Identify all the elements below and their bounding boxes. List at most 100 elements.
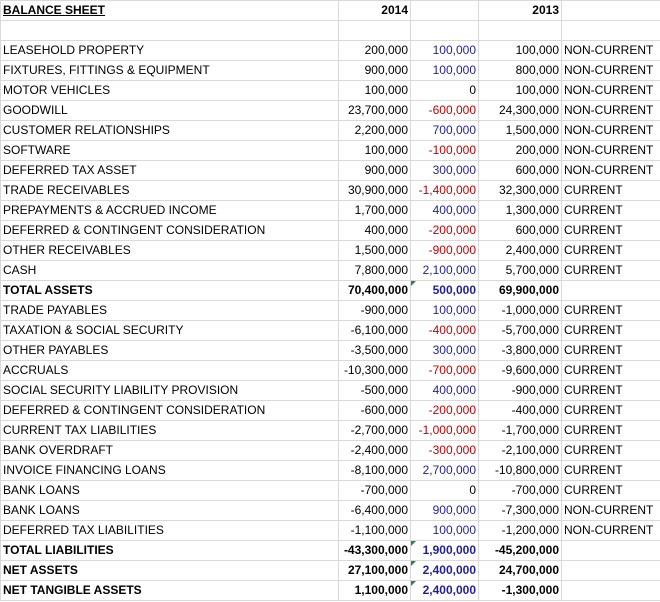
value-2014-cell[interactable]: -43,300,000 (338, 540, 411, 561)
classification-cell[interactable] (561, 580, 660, 601)
value-2014-cell[interactable]: 900,000 (338, 60, 411, 81)
value-2013-cell[interactable]: -9,600,000 (478, 360, 562, 381)
row-label-cell[interactable]: BANK LOANS (0, 500, 339, 521)
value-2014-cell[interactable]: 1,500,000 (338, 240, 411, 261)
classification-cell[interactable]: NON-CURRENT (561, 160, 660, 181)
change-cell[interactable]: 0 (410, 480, 479, 501)
row-label-cell[interactable]: MOTOR VEHICLES (0, 80, 339, 101)
row-label-cell[interactable]: FIXTURES, FITTINGS & EQUIPMENT (0, 60, 339, 81)
row-label-cell[interactable]: TOTAL LIABILITIES (0, 540, 339, 561)
change-cell[interactable]: 100,000 (410, 520, 479, 541)
value-2014-cell[interactable]: 27,100,000 (338, 560, 411, 581)
row-label-cell[interactable]: OTHER RECEIVABLES (0, 240, 339, 261)
row-label-cell[interactable]: BANK LOANS (0, 480, 339, 501)
change-cell[interactable]: 100,000 (410, 300, 479, 321)
value-2014-cell[interactable]: -6,400,000 (338, 500, 411, 521)
classification-cell[interactable]: NON-CURRENT (561, 100, 660, 121)
row-label-cell[interactable]: TRADE PAYABLES (0, 300, 339, 321)
empty-cell[interactable] (0, 20, 339, 41)
value-2013-cell[interactable]: 69,900,000 (478, 280, 562, 301)
row-label-cell[interactable]: TRADE RECEIVABLES (0, 180, 339, 201)
value-2013-cell[interactable]: 5,700,000 (478, 260, 562, 281)
empty-cell[interactable] (410, 20, 479, 41)
value-2014-cell[interactable]: 900,000 (338, 160, 411, 181)
change-cell[interactable]: -100,000 (410, 140, 479, 161)
value-2013-cell[interactable]: 32,300,000 (478, 180, 562, 201)
classification-cell[interactable]: NON-CURRENT (561, 40, 660, 61)
classification-cell[interactable]: CURRENT (561, 180, 660, 201)
value-2014-cell[interactable]: -1,100,000 (338, 520, 411, 541)
value-2013-cell[interactable]: 100,000 (478, 40, 562, 61)
value-2013-cell[interactable]: -45,200,000 (478, 540, 562, 561)
change-cell[interactable]: -700,000 (410, 360, 479, 381)
value-2014-cell[interactable]: -500,000 (338, 380, 411, 401)
value-2013-cell[interactable]: 200,000 (478, 140, 562, 161)
change-cell[interactable]: 300,000 (410, 340, 479, 361)
row-label-cell[interactable]: TOTAL ASSETS (0, 280, 339, 301)
row-label-cell[interactable]: OTHER PAYABLES (0, 340, 339, 361)
change-cell[interactable]: -300,000 (410, 440, 479, 461)
row-label-cell[interactable]: SOFTWARE (0, 140, 339, 161)
row-label-cell[interactable]: DEFERRED & CONTINGENT CONSIDERATION (0, 400, 339, 421)
row-label-cell[interactable]: TAXATION & SOCIAL SECURITY (0, 320, 339, 341)
change-cell[interactable]: -1,000,000 (410, 420, 479, 441)
classification-cell[interactable]: NON-CURRENT (561, 60, 660, 81)
value-2013-cell[interactable]: -1,300,000 (478, 580, 562, 601)
value-2014-cell[interactable]: 1,100,000 (338, 580, 411, 601)
row-label-cell[interactable]: CASH (0, 260, 339, 281)
value-2014-cell[interactable]: 70,400,000 (338, 280, 411, 301)
row-label-cell[interactable]: INVOICE FINANCING LOANS (0, 460, 339, 481)
classification-cell[interactable]: CURRENT (561, 480, 660, 501)
classification-cell[interactable] (561, 280, 660, 301)
value-2014-cell[interactable]: 7,800,000 (338, 260, 411, 281)
change-cell[interactable]: -200,000 (410, 220, 479, 241)
value-2013-cell[interactable]: -3,800,000 (478, 340, 562, 361)
row-label-cell[interactable]: PREPAYMENTS & ACCRUED INCOME (0, 200, 339, 221)
classification-cell[interactable]: CURRENT (561, 420, 660, 441)
value-2013-cell[interactable]: -5,700,000 (478, 320, 562, 341)
row-label-cell[interactable]: DEFERRED TAX LIABILITIES (0, 520, 339, 541)
change-cell[interactable]: 1,900,000 (410, 540, 479, 561)
row-label-cell[interactable]: SOCIAL SECURITY LIABILITY PROVISION (0, 380, 339, 401)
row-label-cell[interactable]: NET TANGIBLE ASSETS (0, 580, 339, 601)
change-cell[interactable]: 0 (410, 80, 479, 101)
row-label-cell[interactable]: CUSTOMER RELATIONSHIPS (0, 120, 339, 141)
classification-cell[interactable]: NON-CURRENT (561, 500, 660, 521)
value-2014-cell[interactable]: 100,000 (338, 140, 411, 161)
change-cell[interactable]: 400,000 (410, 380, 479, 401)
classification-cell[interactable]: CURRENT (561, 260, 660, 281)
classification-cell[interactable] (561, 560, 660, 581)
change-cell[interactable]: 2,100,000 (410, 260, 479, 281)
classification-cell[interactable]: CURRENT (561, 460, 660, 481)
value-2013-cell[interactable]: 2,400,000 (478, 240, 562, 261)
value-2014-cell[interactable]: 2,200,000 (338, 120, 411, 141)
value-2013-cell[interactable]: -7,300,000 (478, 500, 562, 521)
classification-cell[interactable]: CURRENT (561, 400, 660, 421)
classification-cell[interactable]: NON-CURRENT (561, 120, 660, 141)
classification-cell[interactable]: CURRENT (561, 300, 660, 321)
classification-cell[interactable]: CURRENT (561, 440, 660, 461)
value-2014-cell[interactable]: -2,700,000 (338, 420, 411, 441)
change-cell[interactable]: 2,400,000 (410, 580, 479, 601)
row-label-cell[interactable]: DEFERRED TAX ASSET (0, 160, 339, 181)
value-2014-cell[interactable]: 400,000 (338, 220, 411, 241)
empty-cell[interactable] (478, 20, 562, 41)
value-2014-cell[interactable]: 1,700,000 (338, 200, 411, 221)
value-2014-cell[interactable]: -6,100,000 (338, 320, 411, 341)
value-2014-cell[interactable]: 23,700,000 (338, 100, 411, 121)
value-2013-cell[interactable]: 100,000 (478, 80, 562, 101)
change-cell[interactable]: 700,000 (410, 120, 479, 141)
value-2014-cell[interactable]: -700,000 (338, 480, 411, 501)
classification-cell[interactable]: CURRENT (561, 220, 660, 241)
classification-cell[interactable]: CURRENT (561, 360, 660, 381)
row-label-cell[interactable]: DEFERRED & CONTINGENT CONSIDERATION (0, 220, 339, 241)
value-2014-cell[interactable]: 100,000 (338, 80, 411, 101)
value-2013-cell[interactable]: 800,000 (478, 60, 562, 81)
classification-cell[interactable]: NON-CURRENT (561, 140, 660, 161)
value-2013-cell[interactable]: -400,000 (478, 400, 562, 421)
year-2013-header[interactable]: 2013 (478, 0, 562, 21)
value-2014-cell[interactable]: -2,400,000 (338, 440, 411, 461)
value-2013-cell[interactable]: -1,200,000 (478, 520, 562, 541)
value-2013-cell[interactable]: -1,000,000 (478, 300, 562, 321)
value-2013-cell[interactable]: -1,700,000 (478, 420, 562, 441)
